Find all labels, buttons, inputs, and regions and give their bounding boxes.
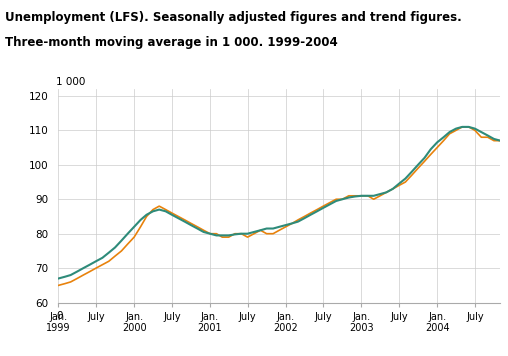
Text: Three-month moving average in 1 000. 1999-2004: Three-month moving average in 1 000. 199… bbox=[5, 36, 338, 49]
Text: 1 000: 1 000 bbox=[56, 77, 85, 87]
Text: 0: 0 bbox=[56, 311, 62, 321]
Text: Unemployment (LFS). Seasonally adjusted figures and trend figures.: Unemployment (LFS). Seasonally adjusted … bbox=[5, 11, 462, 24]
